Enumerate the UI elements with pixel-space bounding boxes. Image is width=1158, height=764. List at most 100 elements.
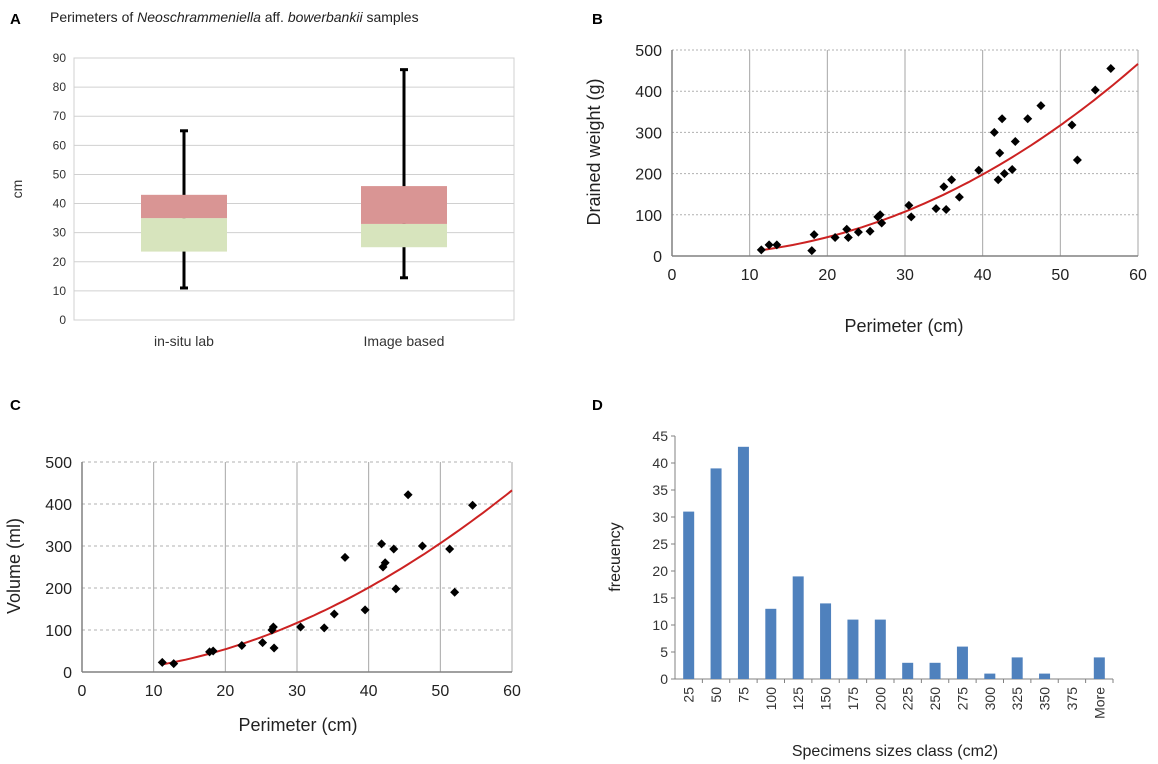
data-point (268, 622, 278, 632)
x-axis-label-b: Perimeter (cm) (844, 316, 963, 336)
data-point (1036, 101, 1046, 111)
x-tick-label: 30 (288, 683, 306, 700)
panel-a: A Perimeters of Neoschrammeniella aff. b… (9, 9, 515, 349)
x-category-label: Image based (364, 333, 445, 349)
data-point (296, 622, 306, 632)
y-tick-label: 90 (53, 51, 67, 65)
data-point (403, 490, 413, 500)
x-category-label: 125 (790, 687, 806, 711)
panel-b-label: B (592, 11, 603, 28)
data-point (995, 148, 1005, 158)
data-point (468, 500, 478, 510)
x-tick-label: 10 (741, 267, 759, 284)
x-category-label: 175 (845, 687, 861, 711)
data-point (340, 552, 350, 562)
data-point (904, 200, 914, 210)
x-category-label: More (1091, 687, 1107, 719)
data-point (809, 230, 819, 240)
y-tick-label: 60 (53, 138, 67, 152)
y-tick-label: 40 (53, 197, 67, 211)
y-tick-label: 300 (45, 539, 72, 556)
data-point (843, 232, 853, 242)
y-tick-label: 20 (652, 563, 668, 579)
plot-area-a (73, 57, 515, 321)
y-tick-label: 35 (652, 482, 668, 498)
data-point (931, 204, 941, 214)
data-point (842, 224, 852, 234)
y-tick-label: 0 (660, 671, 668, 687)
y-tick-label: 50 (53, 167, 67, 181)
y-tick-label: 100 (45, 623, 72, 640)
x-tick-label: 10 (145, 683, 163, 700)
x-category-label: 250 (927, 687, 943, 711)
data-point (954, 192, 964, 202)
data-point (993, 175, 1003, 185)
data-point (380, 558, 390, 568)
data-point (377, 539, 387, 549)
x-category-label: 200 (872, 687, 888, 711)
box-lower (361, 223, 447, 248)
data-point (807, 246, 817, 256)
data-point (875, 210, 885, 220)
panel-a-title: Perimeters of Neoschrammeniella aff. bow… (50, 9, 419, 25)
y-tick-label: 10 (652, 617, 668, 633)
box-lower (141, 218, 227, 252)
data-point (830, 232, 840, 242)
x-tick-label: 50 (431, 683, 449, 700)
panel-d-label: D (592, 397, 603, 414)
y-tick-label: 100 (635, 208, 662, 225)
x-category-label: 25 (681, 687, 697, 703)
title-part-4: bowerbankii (288, 9, 364, 25)
data-point (939, 182, 949, 192)
x-category-label: 150 (818, 687, 834, 711)
data-point (947, 175, 957, 185)
panel-a-label: A (10, 11, 21, 28)
x-category-label: 275 (954, 687, 970, 711)
title-part-1: Perimeters of (50, 9, 137, 25)
x-category-label: 100 (763, 687, 779, 711)
x-axis-label-d: Specimens sizes class (cm2) (792, 743, 998, 760)
data-point (764, 240, 774, 250)
bar (710, 468, 722, 679)
data-point (360, 605, 370, 615)
data-point (999, 169, 1009, 179)
data-point (989, 127, 999, 137)
data-point (997, 114, 1007, 124)
x-category-label: 300 (982, 687, 998, 711)
data-point (772, 240, 782, 250)
panel-d: D 0 5 10 15 20 25 30 35 40 45 25 50 75 100 125 150 175 2… (592, 397, 1114, 760)
bar (1011, 657, 1023, 679)
x-tick-label: 40 (360, 683, 378, 700)
data-point (877, 218, 887, 228)
data-point (450, 587, 460, 597)
data-point (1067, 120, 1077, 130)
y-axis-label-b: Drained weight (g) (584, 78, 604, 225)
data-point (329, 609, 339, 619)
x-category-label: 325 (1009, 687, 1025, 711)
y-tick-label: 10 (53, 284, 67, 298)
y-tick-label: 20 (53, 255, 67, 269)
trend-line (761, 63, 1139, 252)
data-point (319, 623, 329, 633)
bar (1093, 657, 1105, 679)
x-category-label: 50 (708, 687, 724, 703)
x-tick-label: 60 (503, 683, 521, 700)
bar (929, 662, 941, 679)
bar (874, 619, 886, 679)
y-tick-label: 5 (660, 644, 668, 660)
data-point (853, 227, 863, 237)
y-tick-label: 30 (652, 509, 668, 525)
title-part-5: samples (363, 9, 419, 25)
data-point (445, 544, 455, 554)
x-tick-label: 0 (668, 267, 677, 284)
y-tick-label: 0 (63, 665, 72, 682)
bar (984, 673, 996, 679)
y-tick-label: 0 (59, 313, 66, 327)
data-point (1010, 136, 1020, 146)
data-point (1007, 164, 1017, 174)
bar (820, 603, 832, 679)
data-point (1072, 155, 1082, 165)
y-tick-label: 40 (652, 455, 668, 471)
y-tick-label: 70 (53, 109, 67, 123)
